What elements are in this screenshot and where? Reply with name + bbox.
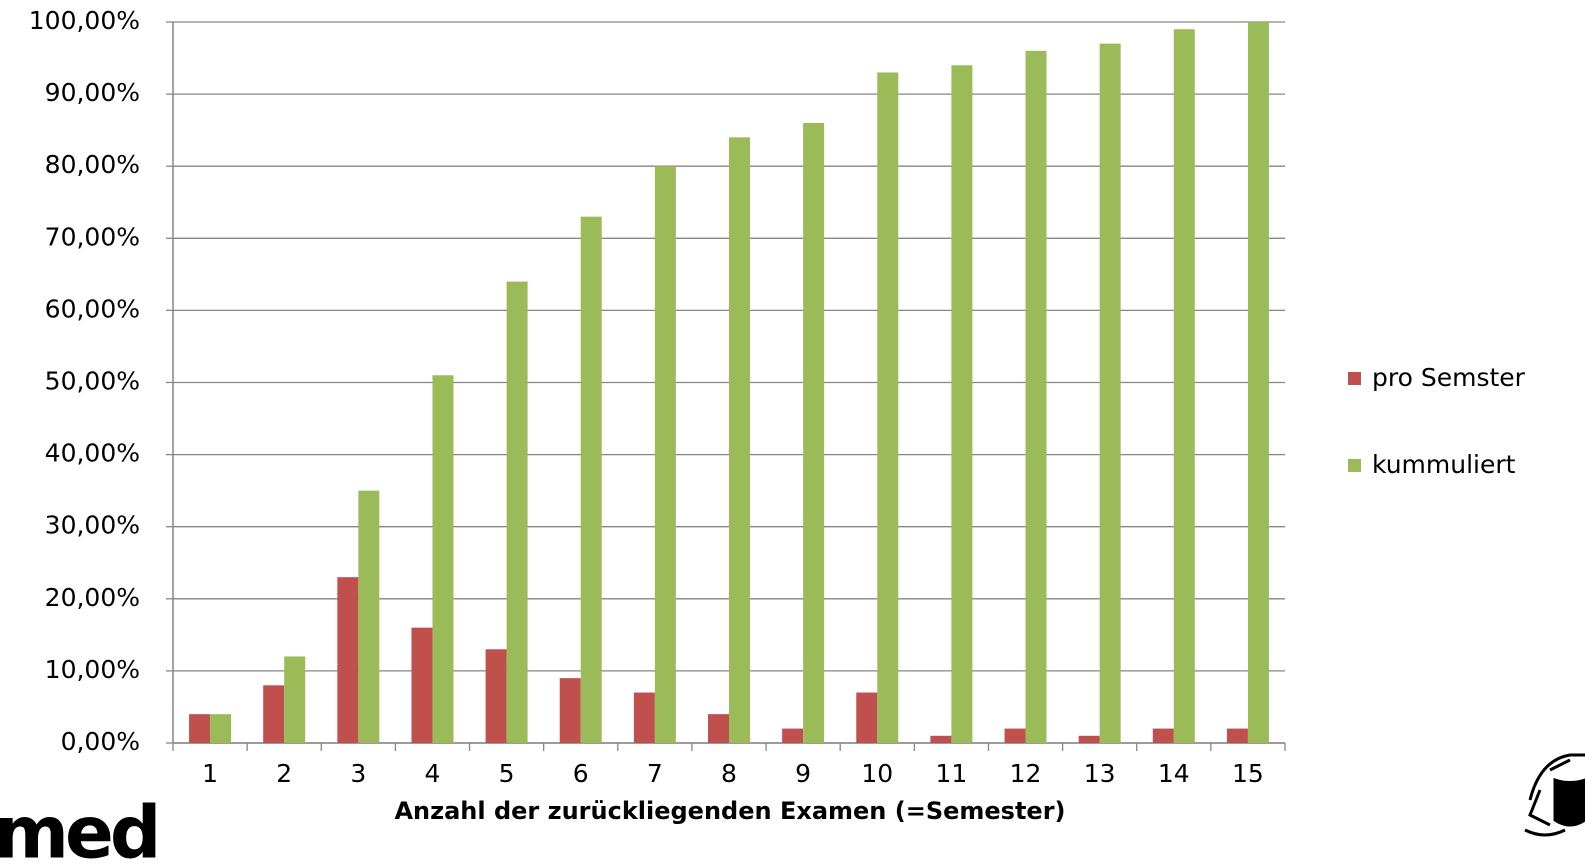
legend-swatch bbox=[1348, 459, 1361, 472]
chart: Anzahl der zurückliegenden Examen (=Seme… bbox=[0, 0, 1585, 868]
x-tick-label: 4 bbox=[425, 759, 441, 788]
bar bbox=[877, 72, 898, 743]
x-tick-label: 9 bbox=[795, 759, 811, 788]
bar bbox=[655, 166, 676, 743]
y-tick-label: 70,00% bbox=[45, 222, 140, 251]
bar bbox=[1079, 736, 1100, 743]
x-tick-label: 7 bbox=[647, 759, 663, 788]
bar bbox=[708, 714, 729, 743]
bar bbox=[930, 736, 951, 743]
x-tick-label: 12 bbox=[1010, 759, 1042, 788]
bar bbox=[951, 65, 972, 743]
legend-label: kummuliert bbox=[1372, 450, 1516, 479]
x-tick-label: 15 bbox=[1232, 759, 1264, 788]
bar bbox=[189, 714, 210, 743]
legend-label: pro Semster bbox=[1372, 363, 1526, 392]
x-tick-label: 1 bbox=[202, 759, 218, 788]
bar bbox=[432, 375, 453, 743]
y-tick-label: 80,00% bbox=[45, 150, 140, 179]
bar bbox=[263, 685, 284, 743]
y-tick-label: 100,00% bbox=[29, 6, 140, 35]
x-tick-label: 8 bbox=[721, 759, 737, 788]
x-tick-label: 11 bbox=[935, 759, 967, 788]
y-tick-label: 30,00% bbox=[45, 511, 140, 540]
logo: med bbox=[0, 791, 157, 868]
bar bbox=[856, 693, 877, 743]
y-tick-label: 20,00% bbox=[45, 583, 140, 612]
bar bbox=[1100, 44, 1121, 743]
bar bbox=[729, 137, 750, 743]
y-tick-label: 50,00% bbox=[45, 367, 140, 396]
y-tick-label: 40,00% bbox=[45, 439, 140, 468]
bar bbox=[284, 656, 305, 743]
bar bbox=[1174, 29, 1195, 743]
bar bbox=[1248, 22, 1269, 743]
bar bbox=[411, 628, 432, 743]
x-tick-label: 10 bbox=[861, 759, 893, 788]
y-tick-label: 60,00% bbox=[45, 294, 140, 323]
y-tick-label: 90,00% bbox=[45, 78, 140, 107]
bar bbox=[358, 491, 379, 743]
x-tick-label: 5 bbox=[499, 759, 515, 788]
y-tick-label: 0,00% bbox=[61, 727, 140, 756]
x-tick-label: 3 bbox=[350, 759, 366, 788]
bar bbox=[1005, 729, 1026, 743]
x-tick-label: 13 bbox=[1084, 759, 1116, 788]
bar bbox=[581, 217, 602, 743]
bar bbox=[634, 693, 655, 743]
legend-swatch bbox=[1348, 372, 1361, 385]
y-tick-label: 10,00% bbox=[45, 655, 140, 684]
bar bbox=[337, 577, 358, 743]
bar bbox=[507, 282, 528, 743]
bar bbox=[210, 714, 231, 743]
bar bbox=[1153, 729, 1174, 743]
corner-icon bbox=[1525, 755, 1585, 835]
bar bbox=[803, 123, 824, 743]
bar bbox=[1227, 729, 1248, 743]
x-tick-label: 2 bbox=[276, 759, 292, 788]
x-axis-title: Anzahl der zurückliegenden Examen (=Seme… bbox=[394, 797, 1065, 825]
x-tick-label: 6 bbox=[573, 759, 589, 788]
bar bbox=[782, 729, 803, 743]
bar bbox=[486, 649, 507, 743]
bar bbox=[1026, 51, 1047, 743]
x-tick-label: 14 bbox=[1158, 759, 1190, 788]
bar bbox=[560, 678, 581, 743]
